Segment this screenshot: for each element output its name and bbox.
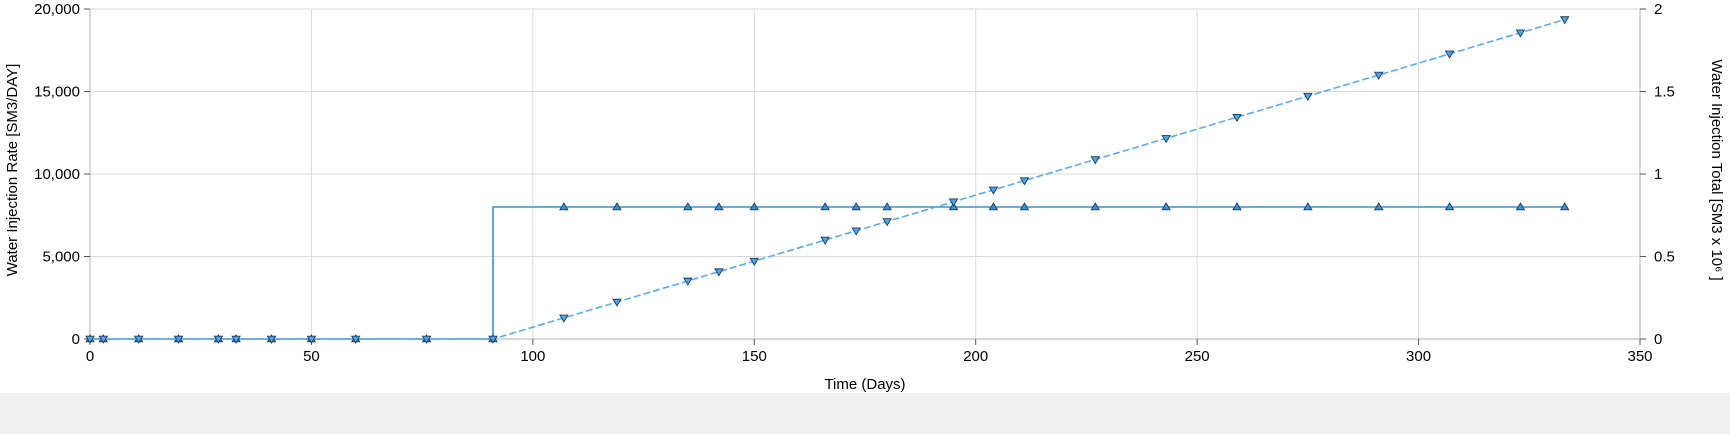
series-marker-triangle-down	[851, 227, 861, 236]
series-marker-triangle-down	[948, 198, 959, 207]
series-marker-triangle-up	[683, 202, 693, 211]
series-left-axis	[85, 202, 1570, 343]
right-y-tick-label: 0	[1654, 331, 1662, 348]
series-marker-triangle-down	[421, 335, 432, 344]
series-marker-triangle-up	[882, 202, 892, 211]
series-marker-triangle-down	[306, 335, 317, 344]
series-marker-triangle-up	[988, 202, 999, 211]
series-marker-triangle-up	[851, 202, 861, 211]
series-line-right	[90, 18, 1565, 340]
series-marker-triangle-down	[1373, 71, 1384, 80]
right-y-tick-label: 1	[1654, 166, 1662, 183]
series-marker-triangle-down	[231, 335, 241, 344]
series-marker-triangle-up	[1232, 202, 1242, 211]
series-marker-triangle-down	[488, 335, 498, 344]
x-tick-label: 50	[303, 348, 320, 365]
series-marker-triangle-down	[559, 314, 569, 323]
series-marker-triangle-down	[213, 335, 224, 344]
series-marker-triangle-down	[1444, 50, 1455, 59]
x-tick-label: 0	[86, 348, 94, 365]
series-marker-triangle-down	[820, 236, 830, 245]
series-marker-triangle-up	[1019, 202, 1030, 211]
left-y-tick-label: 15,000	[34, 84, 80, 101]
right-y-tick-label: 2	[1654, 1, 1662, 18]
series-marker-triangle-down	[749, 257, 760, 267]
x-tick-label: 250	[1185, 348, 1210, 365]
series-marker-triangle-up	[820, 202, 830, 211]
series-marker-triangle-up	[1161, 202, 1171, 211]
left-y-axis-title: Water Injection Rate [SM3/DAY]	[4, 64, 21, 277]
left-y-tick-label: 10,000	[34, 166, 80, 183]
series-marker-triangle-up	[559, 202, 569, 211]
injection-chart: 0 50 100 150 200 250 300 35005,00010,00015,0002…	[4, 1, 1725, 393]
x-tick-label: 350	[1627, 348, 1652, 365]
series-marker-triangle-down	[1559, 16, 1570, 25]
series-marker-triangle-up	[1373, 202, 1384, 211]
series-marker-triangle-down	[98, 335, 109, 344]
axes	[84, 8, 1646, 345]
x-axis-title: Time (Days)	[824, 376, 905, 393]
series-marker-triangle-up	[1515, 202, 1526, 211]
series-marker-triangle-down	[1161, 135, 1171, 144]
series-marker-triangle-down	[1515, 29, 1526, 38]
x-tick-label: 100	[520, 348, 545, 365]
left-y-tick-label: 5,000	[42, 249, 80, 266]
series-marker-triangle-down	[612, 298, 622, 307]
left-y-tick-label: 20,000	[34, 1, 80, 18]
series-right-axis	[85, 16, 1570, 344]
x-tick-label: 200	[963, 348, 988, 365]
series-marker-triangle-up	[1090, 202, 1101, 211]
series-marker-triangle-down	[85, 335, 95, 344]
series-marker-triangle-up	[714, 202, 724, 211]
series-marker-triangle-up	[749, 202, 760, 211]
right-y-tick-label: 1.5	[1654, 84, 1675, 101]
x-tick-label: 150	[742, 348, 767, 365]
footer-band	[0, 393, 1730, 434]
series-marker-triangle-down	[988, 186, 999, 195]
series-marker-triangle-up	[612, 202, 622, 211]
tick-labels: 0 50 100 150 200 250 300 35005,00010,00015,0002…	[34, 1, 1675, 365]
series-marker-triangle-down	[882, 218, 892, 227]
series-marker-triangle-up	[1444, 202, 1455, 211]
series-marker-triangle-down	[683, 277, 693, 286]
x-tick-label: 300	[1406, 348, 1431, 365]
series-marker-triangle-up	[1303, 202, 1313, 211]
series-marker-triangle-down	[1019, 177, 1030, 186]
grid	[90, 8, 1640, 339]
series-marker-triangle-down	[266, 335, 277, 344]
series-marker-triangle-down	[173, 335, 184, 344]
series-marker-triangle-down	[350, 335, 361, 344]
series-marker-triangle-down	[714, 268, 724, 277]
right-y-axis-title: Water Injection Total [SM3 x 10⁶ ]	[1708, 59, 1725, 280]
left-y-tick-label: 0	[72, 331, 80, 348]
series-layer	[85, 16, 1570, 344]
right-y-tick-label: 0.5	[1654, 249, 1675, 266]
series-marker-triangle-down	[1090, 156, 1101, 165]
series-marker-triangle-up	[1559, 202, 1570, 211]
series-marker-triangle-down	[133, 335, 144, 344]
series-marker-triangle-down	[1232, 113, 1242, 123]
series-marker-triangle-down	[1303, 92, 1313, 102]
